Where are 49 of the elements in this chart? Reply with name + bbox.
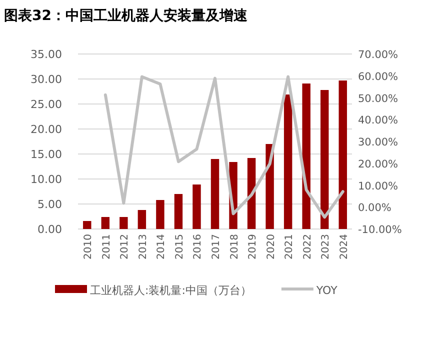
- chart-title: 图表32：中国工业机器人安装量及增速: [4, 7, 248, 24]
- bar: [284, 94, 292, 229]
- x-tick-label: 2017: [211, 234, 222, 260]
- x-tick-label: 2020: [266, 234, 277, 260]
- x-tick-label: 2021: [284, 234, 296, 260]
- bar: [247, 158, 256, 229]
- y-tick-label: 25.00: [30, 98, 62, 111]
- y2-tick-label: 60.00%: [358, 70, 398, 83]
- line-series: [104, 75, 344, 219]
- legend-label: YOY: [315, 284, 338, 297]
- y-tick-label: 15.00: [30, 148, 62, 161]
- x-tick-label: 2018: [229, 234, 240, 260]
- x-tick-label: 2022: [302, 234, 314, 260]
- y-tick-label: 35.00: [30, 48, 62, 61]
- x-tick-label: 2015: [174, 234, 186, 260]
- bar: [320, 90, 329, 229]
- y2-tick-label: -10.00%: [358, 224, 402, 236]
- bar: [302, 84, 310, 229]
- x-tick-label: 2012: [120, 234, 131, 260]
- bar: [120, 217, 128, 229]
- y2-tick-label: 10.00%: [358, 180, 398, 192]
- legend-label: 工业机器人:装机量:中国（万台）: [90, 284, 252, 297]
- y-tick-label: 30.00: [30, 73, 62, 86]
- y2-tick-label: 40.00%: [358, 114, 398, 127]
- bar: [156, 200, 164, 229]
- x-tick-label: 2024: [338, 234, 350, 260]
- bar: [192, 184, 201, 229]
- bar: [210, 159, 220, 229]
- y-tick-label: 20.00: [30, 123, 62, 136]
- y2-tick-label: 30.00%: [358, 136, 398, 148]
- y2-tick-label: 70.00%: [358, 49, 398, 61]
- x-tick-label: 2011: [101, 234, 112, 260]
- x-tick-label: 2010: [83, 234, 94, 260]
- x-tick-label: 2014: [156, 234, 168, 260]
- bar: [138, 210, 146, 229]
- bar: [101, 217, 110, 229]
- y-tick-label: 0.00: [38, 223, 62, 236]
- x-tick-label: 2016: [192, 234, 204, 260]
- bar: [83, 221, 92, 229]
- bar: [338, 80, 347, 229]
- x-tick-label: 2019: [248, 234, 259, 260]
- y-tick-label: 10.00: [30, 173, 62, 186]
- y2-tick-label: 50.00%: [358, 92, 398, 105]
- x-tick-label: 2023: [320, 234, 332, 260]
- y2-tick-label: 20.00%: [358, 158, 398, 170]
- x-tick-label: 2013: [138, 234, 149, 260]
- bar: [174, 194, 183, 229]
- y2-tick-label: 0.00%: [358, 202, 392, 214]
- y-tick-label: 5.00: [38, 198, 62, 211]
